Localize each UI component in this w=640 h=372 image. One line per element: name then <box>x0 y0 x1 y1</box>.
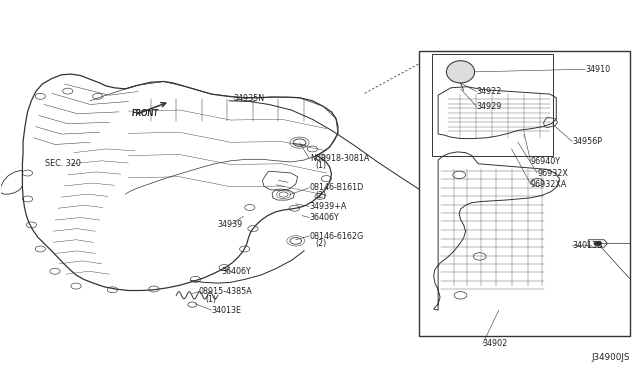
Text: 34929: 34929 <box>476 102 502 111</box>
Text: 34956P: 34956P <box>572 137 602 146</box>
Text: 34935N: 34935N <box>234 94 265 103</box>
Text: 34013B: 34013B <box>572 241 603 250</box>
Text: N08918-3081A: N08918-3081A <box>310 154 370 163</box>
Text: 08915-4385A: 08915-4385A <box>198 287 252 296</box>
Text: (2): (2) <box>316 239 327 248</box>
Text: (1): (1) <box>205 295 216 304</box>
Text: 96932XA: 96932XA <box>531 180 567 189</box>
Text: 34910: 34910 <box>585 65 610 74</box>
Text: SEC. 320: SEC. 320 <box>45 159 81 168</box>
Text: (2): (2) <box>316 191 327 200</box>
Text: 36406Y: 36406Y <box>221 267 251 276</box>
Text: (1): (1) <box>316 161 326 170</box>
Text: J34900JS: J34900JS <box>591 353 630 362</box>
Text: 34902: 34902 <box>483 339 508 348</box>
Text: 34939+A: 34939+A <box>309 202 346 211</box>
Text: 36406Y: 36406Y <box>309 213 339 222</box>
Bar <box>419 51 630 336</box>
Text: 08146-6162G: 08146-6162G <box>309 231 364 241</box>
Text: 34939: 34939 <box>218 221 243 230</box>
Text: 34013E: 34013E <box>211 306 241 315</box>
Text: FRONT: FRONT <box>132 109 159 118</box>
Text: 34922: 34922 <box>476 87 502 96</box>
Bar <box>432 54 553 156</box>
Text: 96940Y: 96940Y <box>531 157 561 166</box>
Text: 96932X: 96932X <box>537 169 568 177</box>
Polygon shape <box>447 61 474 83</box>
Text: 08146-B161D: 08146-B161D <box>309 183 364 192</box>
Text: FRONT: FRONT <box>132 109 159 118</box>
Circle shape <box>594 241 602 246</box>
